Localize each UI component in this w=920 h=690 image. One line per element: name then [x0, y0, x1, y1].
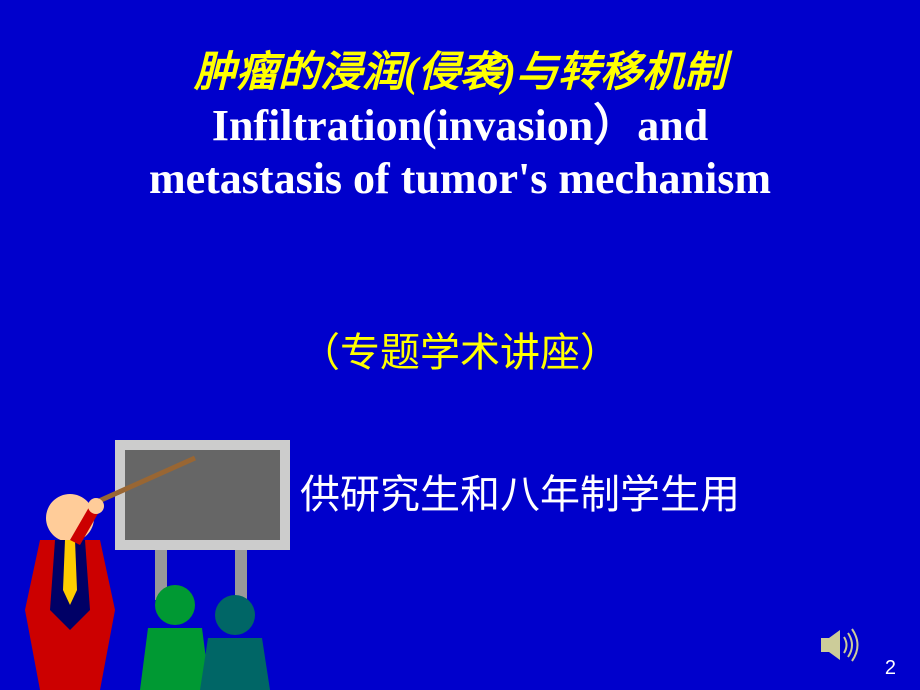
subtitle-lecture: （专题学术讲座）: [0, 320, 920, 378]
page-number: 2: [885, 657, 896, 680]
title-chinese: 肿瘤的浸润(侵袭)与转移机制: [0, 38, 920, 99]
title-en-line2: metastasis of tumor's mechanism: [149, 154, 771, 203]
speaker-icon: [818, 624, 860, 666]
slide-container: 肿瘤的浸润(侵袭)与转移机制 Infiltration(invasion）and…: [0, 0, 920, 690]
teacher-clipart-icon: [20, 430, 300, 690]
audience-text: 供研究生和八年制学生用: [300, 462, 740, 520]
title-english: Infiltration(invasion）and metastasis of …: [0, 100, 920, 206]
title-en-line1: Infiltration(invasion）and: [212, 101, 708, 150]
